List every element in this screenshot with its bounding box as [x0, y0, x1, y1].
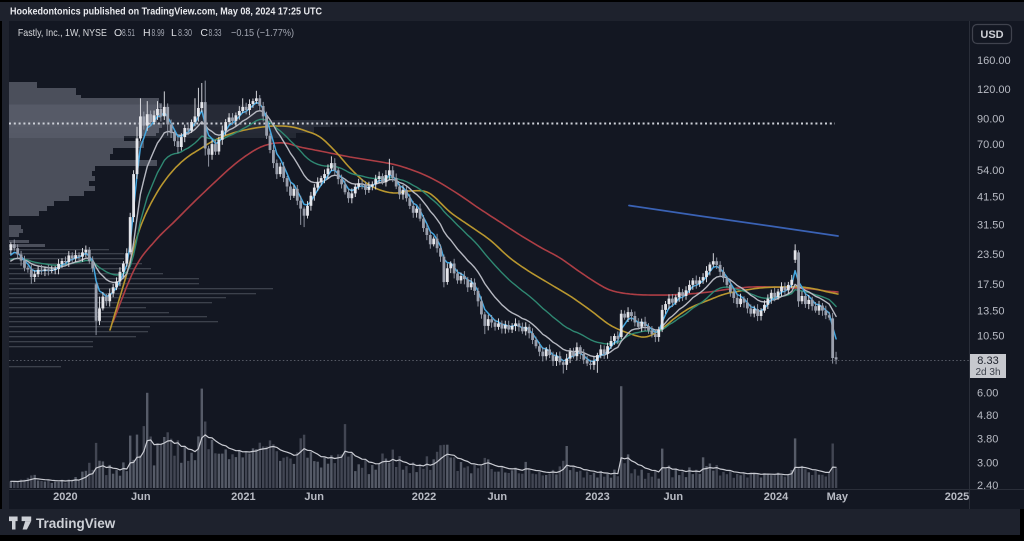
- svg-text:O: O: [114, 27, 122, 39]
- svg-text:2022: 2022: [412, 491, 436, 503]
- svg-text:6.00: 6.00: [977, 387, 998, 399]
- svg-text:Jun: Jun: [131, 491, 151, 503]
- svg-text:8.51: 8.51: [122, 27, 135, 39]
- svg-text:L: L: [171, 27, 177, 39]
- svg-text:13.50: 13.50: [977, 305, 1005, 317]
- svg-text:Hookedontonics published on Tr: Hookedontonics published on TradingView.…: [10, 6, 322, 18]
- svg-text:160.00: 160.00: [977, 55, 1011, 67]
- svg-text:USD: USD: [980, 29, 1003, 41]
- svg-text:31.50: 31.50: [977, 220, 1005, 232]
- svg-text:23.50: 23.50: [977, 249, 1005, 261]
- svg-text:TradingView: TradingView: [36, 516, 116, 531]
- svg-text:2024: 2024: [764, 491, 789, 503]
- svg-text:C: C: [200, 27, 208, 39]
- svg-text:8.99: 8.99: [152, 27, 165, 39]
- svg-text:2025: 2025: [945, 491, 969, 503]
- svg-text:H: H: [143, 27, 151, 39]
- svg-text:2023: 2023: [585, 491, 609, 503]
- svg-text:90.00: 90.00: [977, 113, 1005, 125]
- svg-text:120.00: 120.00: [977, 84, 1011, 96]
- svg-text:2.40: 2.40: [977, 480, 998, 492]
- svg-text:17.50: 17.50: [977, 279, 1005, 291]
- svg-text:41.50: 41.50: [977, 192, 1005, 204]
- svg-text:54.00: 54.00: [977, 165, 1005, 177]
- svg-text:2d 3h: 2d 3h: [975, 367, 1000, 378]
- svg-text:Fastly, Inc., 1W, NYSE: Fastly, Inc., 1W, NYSE: [18, 27, 107, 39]
- svg-text:2020: 2020: [53, 491, 77, 503]
- svg-text:3.80: 3.80: [977, 434, 998, 446]
- svg-text:−0.15 (−1.77%): −0.15 (−1.77%): [231, 27, 294, 39]
- svg-text:Jun: Jun: [664, 491, 684, 503]
- svg-text:Jun: Jun: [304, 491, 324, 503]
- svg-text:8.33: 8.33: [209, 27, 222, 39]
- svg-text:8.33: 8.33: [977, 355, 998, 367]
- svg-text:May: May: [827, 491, 849, 503]
- svg-text:4.80: 4.80: [977, 410, 998, 422]
- svg-text:8.30: 8.30: [178, 27, 192, 39]
- svg-text:70.00: 70.00: [977, 139, 1005, 151]
- svg-text:Jun: Jun: [488, 491, 508, 503]
- svg-text:3.00: 3.00: [977, 458, 998, 470]
- svg-text:10.50: 10.50: [977, 331, 1005, 343]
- svg-text:2021: 2021: [231, 491, 255, 503]
